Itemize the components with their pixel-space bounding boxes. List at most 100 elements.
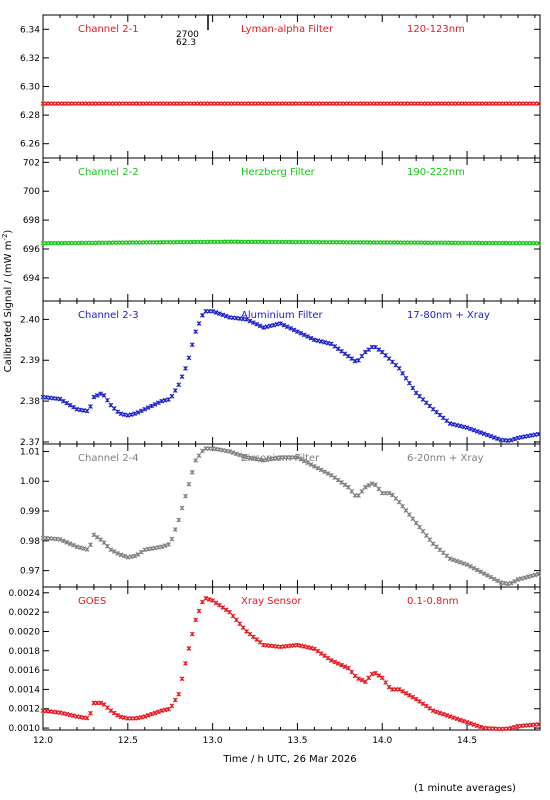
data-point xyxy=(172,697,178,703)
data-point xyxy=(464,425,470,431)
data-point xyxy=(101,392,107,398)
data-point xyxy=(155,400,161,406)
y-tick-label: 6.26 xyxy=(20,140,40,150)
data-point xyxy=(349,488,355,494)
data-point xyxy=(474,723,480,729)
data-point xyxy=(71,542,76,548)
data-point xyxy=(440,711,446,717)
data-point xyxy=(332,343,338,349)
data-point xyxy=(376,673,382,678)
y-tick-label: 2.40 xyxy=(20,315,40,325)
data-point xyxy=(227,449,232,454)
panel-1: 6.26 6.28 6.30 6.32 6.34 Channel 2-1 Lyman-alp… xyxy=(20,14,541,159)
data-point xyxy=(223,607,229,613)
data-point xyxy=(468,564,473,569)
data-point xyxy=(233,617,239,623)
data-point xyxy=(366,483,372,488)
y-axis-label: Calibrated Signal / (mW m-2) xyxy=(1,230,14,373)
data-point xyxy=(274,321,280,327)
series-points xyxy=(40,595,541,732)
data-point xyxy=(328,658,334,663)
panel-2: 694 696 698 700 702 Channel 2-2 Herzberg Filte… xyxy=(23,157,541,302)
data-point xyxy=(186,481,192,487)
series-points xyxy=(40,101,541,107)
data-point xyxy=(447,556,453,562)
data-point xyxy=(295,329,300,335)
data-point xyxy=(437,710,443,716)
y-tick-label: 700 xyxy=(23,187,40,197)
data-point xyxy=(474,428,480,434)
data-point xyxy=(60,538,66,544)
x-tick-label: 12.5 xyxy=(118,736,138,746)
data-point xyxy=(115,550,121,556)
data-point xyxy=(420,528,426,534)
panel-5: 0.0010 0.0012 0.0014 0.0016 0.0018 0.0020 0.00… xyxy=(9,586,541,746)
panel-band-label: 6-20nm + Xray xyxy=(407,453,484,464)
y-tick-label: 1.01 xyxy=(20,447,40,457)
data-point xyxy=(447,421,453,426)
data-point xyxy=(183,660,188,666)
data-point xyxy=(352,358,358,364)
data-point xyxy=(88,404,93,409)
series-points xyxy=(40,239,541,246)
panel-channel-label: Channel 2-4 xyxy=(78,453,139,464)
data-point xyxy=(464,719,470,725)
data-point xyxy=(166,542,171,547)
data-point xyxy=(67,541,73,547)
data-point xyxy=(135,715,141,721)
data-point xyxy=(335,346,341,352)
data-point xyxy=(288,325,294,331)
data-point xyxy=(403,690,409,696)
data-point xyxy=(217,311,222,317)
data-point xyxy=(223,313,229,319)
data-point xyxy=(111,549,117,554)
data-point xyxy=(98,391,104,397)
data-point xyxy=(478,724,484,730)
data-point xyxy=(105,397,110,403)
panel-band-label: 190-222nm xyxy=(407,167,465,178)
data-point xyxy=(200,599,205,605)
data-point xyxy=(488,433,494,439)
data-point xyxy=(379,675,385,681)
data-point xyxy=(271,322,277,328)
data-point xyxy=(339,348,344,354)
data-point xyxy=(373,344,378,350)
data-point xyxy=(193,329,199,335)
data-point xyxy=(342,482,348,488)
data-point xyxy=(240,453,246,459)
data-point xyxy=(356,676,361,681)
data-point xyxy=(247,318,253,324)
data-point xyxy=(98,700,104,706)
data-point xyxy=(278,321,283,326)
data-point xyxy=(318,467,324,473)
data-point xyxy=(444,712,450,718)
panel-filter-label: Lyman-alpha Filter xyxy=(241,24,334,35)
panel-frame xyxy=(42,586,541,731)
data-point xyxy=(60,710,66,716)
data-point xyxy=(451,422,456,427)
data-point xyxy=(325,655,331,661)
x-axis-label: Time / h UTC, 26 Mar 2026 xyxy=(222,754,356,765)
data-point xyxy=(155,709,161,715)
panel-frame xyxy=(42,300,541,445)
marker-bottom-label: 62.3 xyxy=(176,38,196,48)
y-tick-label: 6.34 xyxy=(20,25,40,35)
y-tick-label: 2.39 xyxy=(20,356,40,366)
data-point xyxy=(169,393,175,399)
data-point xyxy=(410,694,416,700)
data-point xyxy=(162,543,168,548)
data-point xyxy=(196,608,202,614)
data-point xyxy=(481,431,487,437)
data-point xyxy=(108,547,114,553)
panel-filter-label: Herzberg Filter xyxy=(241,167,316,178)
data-point xyxy=(237,452,243,458)
data-point xyxy=(308,645,314,651)
y-tick-label: 0.0016 xyxy=(9,666,41,676)
data-point xyxy=(196,321,202,326)
data-point xyxy=(525,433,531,439)
data-point xyxy=(91,532,97,538)
data-point xyxy=(152,710,158,716)
data-point xyxy=(84,715,90,721)
